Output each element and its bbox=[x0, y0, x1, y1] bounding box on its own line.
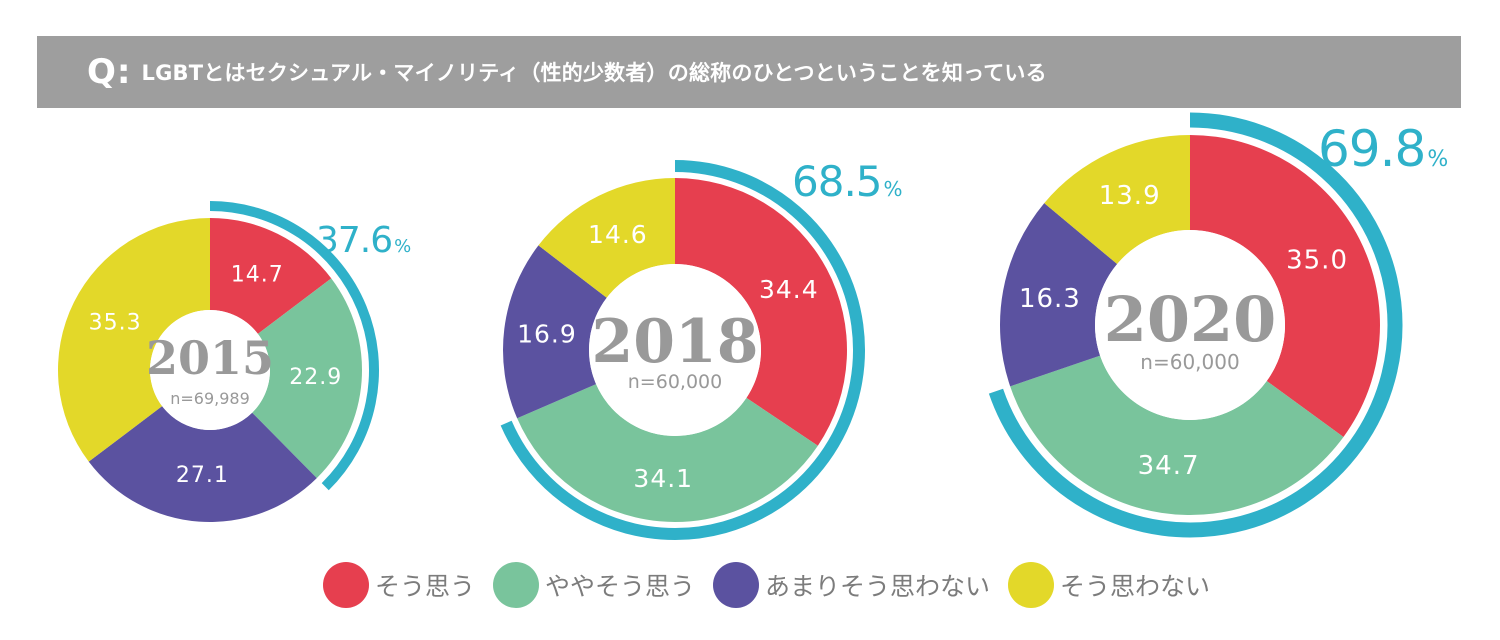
legend-swatch-disagree bbox=[1008, 562, 1055, 608]
aware-total-arc-2015 bbox=[209, 201, 379, 491]
aware-total-value-2018: 68.5 bbox=[792, 157, 882, 206]
slice-not-really-2020 bbox=[1000, 203, 1118, 387]
slice-agree-2015 bbox=[210, 218, 332, 334]
slice-label-agree-2015: 14.7 bbox=[231, 263, 284, 288]
year-label-2020: 2020 bbox=[1104, 283, 1277, 356]
donut-hole-2015 bbox=[150, 310, 270, 430]
sample-label-2020: n=60,000 bbox=[1140, 350, 1239, 374]
donut-hole-2020 bbox=[1095, 230, 1285, 420]
donut-hole-2018 bbox=[589, 264, 761, 436]
aware-total-arc-2018 bbox=[500, 160, 865, 540]
legend-swatch-not-really bbox=[713, 562, 760, 608]
slice-somewhat-agree-2020 bbox=[1010, 355, 1344, 515]
slice-not-really-2018 bbox=[502, 245, 607, 419]
legend-label-agree: そう思う bbox=[375, 572, 476, 601]
slice-label-disagree-2015: 35.3 bbox=[89, 310, 142, 335]
slice-label-not-really-2015: 27.1 bbox=[176, 463, 229, 488]
slice-label-not-really-2020: 16.3 bbox=[1019, 284, 1081, 314]
legend-item-disagree: そう思わない bbox=[1008, 562, 1210, 608]
sample-label-2015: n=69,989 bbox=[170, 389, 250, 408]
aware-total-unit-2020: % bbox=[1427, 147, 1447, 172]
aware-total-value-2020: 69.8 bbox=[1318, 120, 1425, 178]
slice-label-agree-2018: 34.4 bbox=[759, 275, 819, 304]
aware-total-label-2018: 68.5% bbox=[792, 157, 902, 206]
sample-label-2018: n=60,000 bbox=[628, 371, 722, 393]
legend: そう思う ややそう思う あまりそう思わない そう思わない bbox=[323, 562, 1228, 608]
legend-label-somewhat-agree: ややそう思う bbox=[545, 572, 696, 601]
aware-total-arc-2020 bbox=[988, 112, 1403, 538]
aware-total-label-2015: 37.6% bbox=[316, 220, 411, 261]
slice-somewhat-agree-2018 bbox=[517, 384, 818, 522]
legend-item-agree: そう思う bbox=[323, 562, 475, 608]
legend-label-not-really: あまりそう思わない bbox=[765, 572, 991, 601]
slice-disagree-2018 bbox=[538, 178, 675, 298]
legend-item-somewhat-agree: ややそう思う bbox=[493, 562, 695, 608]
aware-total-unit-2018: % bbox=[884, 177, 902, 201]
slice-label-somewhat-agree-2020: 34.7 bbox=[1138, 451, 1200, 481]
aware-total-unit-2015: % bbox=[394, 236, 411, 257]
question-mark: Q: bbox=[87, 52, 132, 92]
slice-disagree-2020 bbox=[1044, 135, 1190, 265]
legend-swatch-somewhat-agree bbox=[493, 562, 540, 608]
year-label-2018: 2018 bbox=[592, 307, 759, 377]
slice-label-disagree-2018: 14.6 bbox=[588, 220, 648, 249]
aware-total-label-2020: 69.8% bbox=[1318, 120, 1447, 178]
slice-agree-2018 bbox=[675, 178, 847, 446]
year-label-2015: 2015 bbox=[146, 331, 274, 385]
legend-swatch-agree bbox=[323, 562, 369, 608]
slice-label-agree-2020: 35.0 bbox=[1286, 245, 1348, 275]
slice-label-disagree-2020: 13.9 bbox=[1099, 181, 1161, 211]
legend-item-not-really: あまりそう思わない bbox=[713, 562, 990, 608]
question-text: LGBTとはセクシュアル・マイノリティ（性的少数者）の総称のひとつということを知… bbox=[141, 61, 1047, 85]
aware-total-value-2015: 37.6 bbox=[316, 220, 392, 261]
slice-not-really-2015 bbox=[88, 406, 317, 522]
slice-label-not-really-2018: 16.9 bbox=[517, 320, 577, 349]
slice-somewhat-agree-2015 bbox=[252, 278, 362, 479]
slice-label-somewhat-agree-2018: 34.1 bbox=[633, 464, 693, 493]
question-bar: Q: LGBTとはセクシュアル・マイノリティ（性的少数者）の総称のひとつというこ… bbox=[37, 36, 1461, 108]
slice-agree-2020 bbox=[1190, 135, 1381, 438]
legend-label-disagree: そう思わない bbox=[1060, 572, 1211, 601]
slice-label-somewhat-agree-2015: 22.9 bbox=[289, 365, 342, 390]
slice-disagree-2015 bbox=[57, 218, 210, 462]
